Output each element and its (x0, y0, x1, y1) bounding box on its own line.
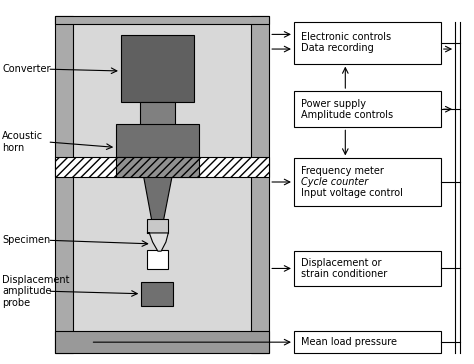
Bar (294, 158, 441, 206)
Bar (116, 124, 199, 166)
Text: strain conditioner: strain conditioner (301, 269, 387, 279)
Text: Amplitude controls: Amplitude controls (301, 110, 393, 120)
Bar (294, 22, 441, 64)
Bar (73, 24, 251, 331)
Text: Frequency meter: Frequency meter (301, 166, 384, 176)
Text: Specimen: Specimen (2, 235, 51, 245)
Bar (147, 250, 168, 269)
Bar (147, 219, 168, 233)
Bar (55, 331, 269, 353)
Text: Displacement or: Displacement or (301, 258, 382, 268)
Bar (294, 331, 441, 353)
Bar (116, 157, 199, 177)
Bar (55, 157, 269, 177)
Text: Displacement
amplitude
probe: Displacement amplitude probe (2, 274, 70, 308)
Text: Electronic controls: Electronic controls (301, 32, 391, 42)
Text: Data recording: Data recording (301, 43, 374, 53)
Text: Cycle counter: Cycle counter (301, 177, 368, 187)
Text: Converter: Converter (2, 64, 51, 74)
Bar (141, 282, 173, 306)
Bar (140, 102, 175, 126)
Bar (251, 16, 269, 353)
Bar (55, 16, 269, 24)
Bar (294, 251, 441, 286)
Polygon shape (147, 233, 168, 251)
Polygon shape (144, 177, 172, 220)
Text: Input voltage control: Input voltage control (301, 188, 403, 198)
Text: Power supply: Power supply (301, 99, 366, 109)
Text: Acoustic
horn: Acoustic horn (2, 131, 44, 153)
Bar (55, 16, 73, 353)
Bar (121, 35, 194, 102)
Bar (294, 91, 441, 127)
Text: Mean load pressure: Mean load pressure (301, 337, 397, 347)
